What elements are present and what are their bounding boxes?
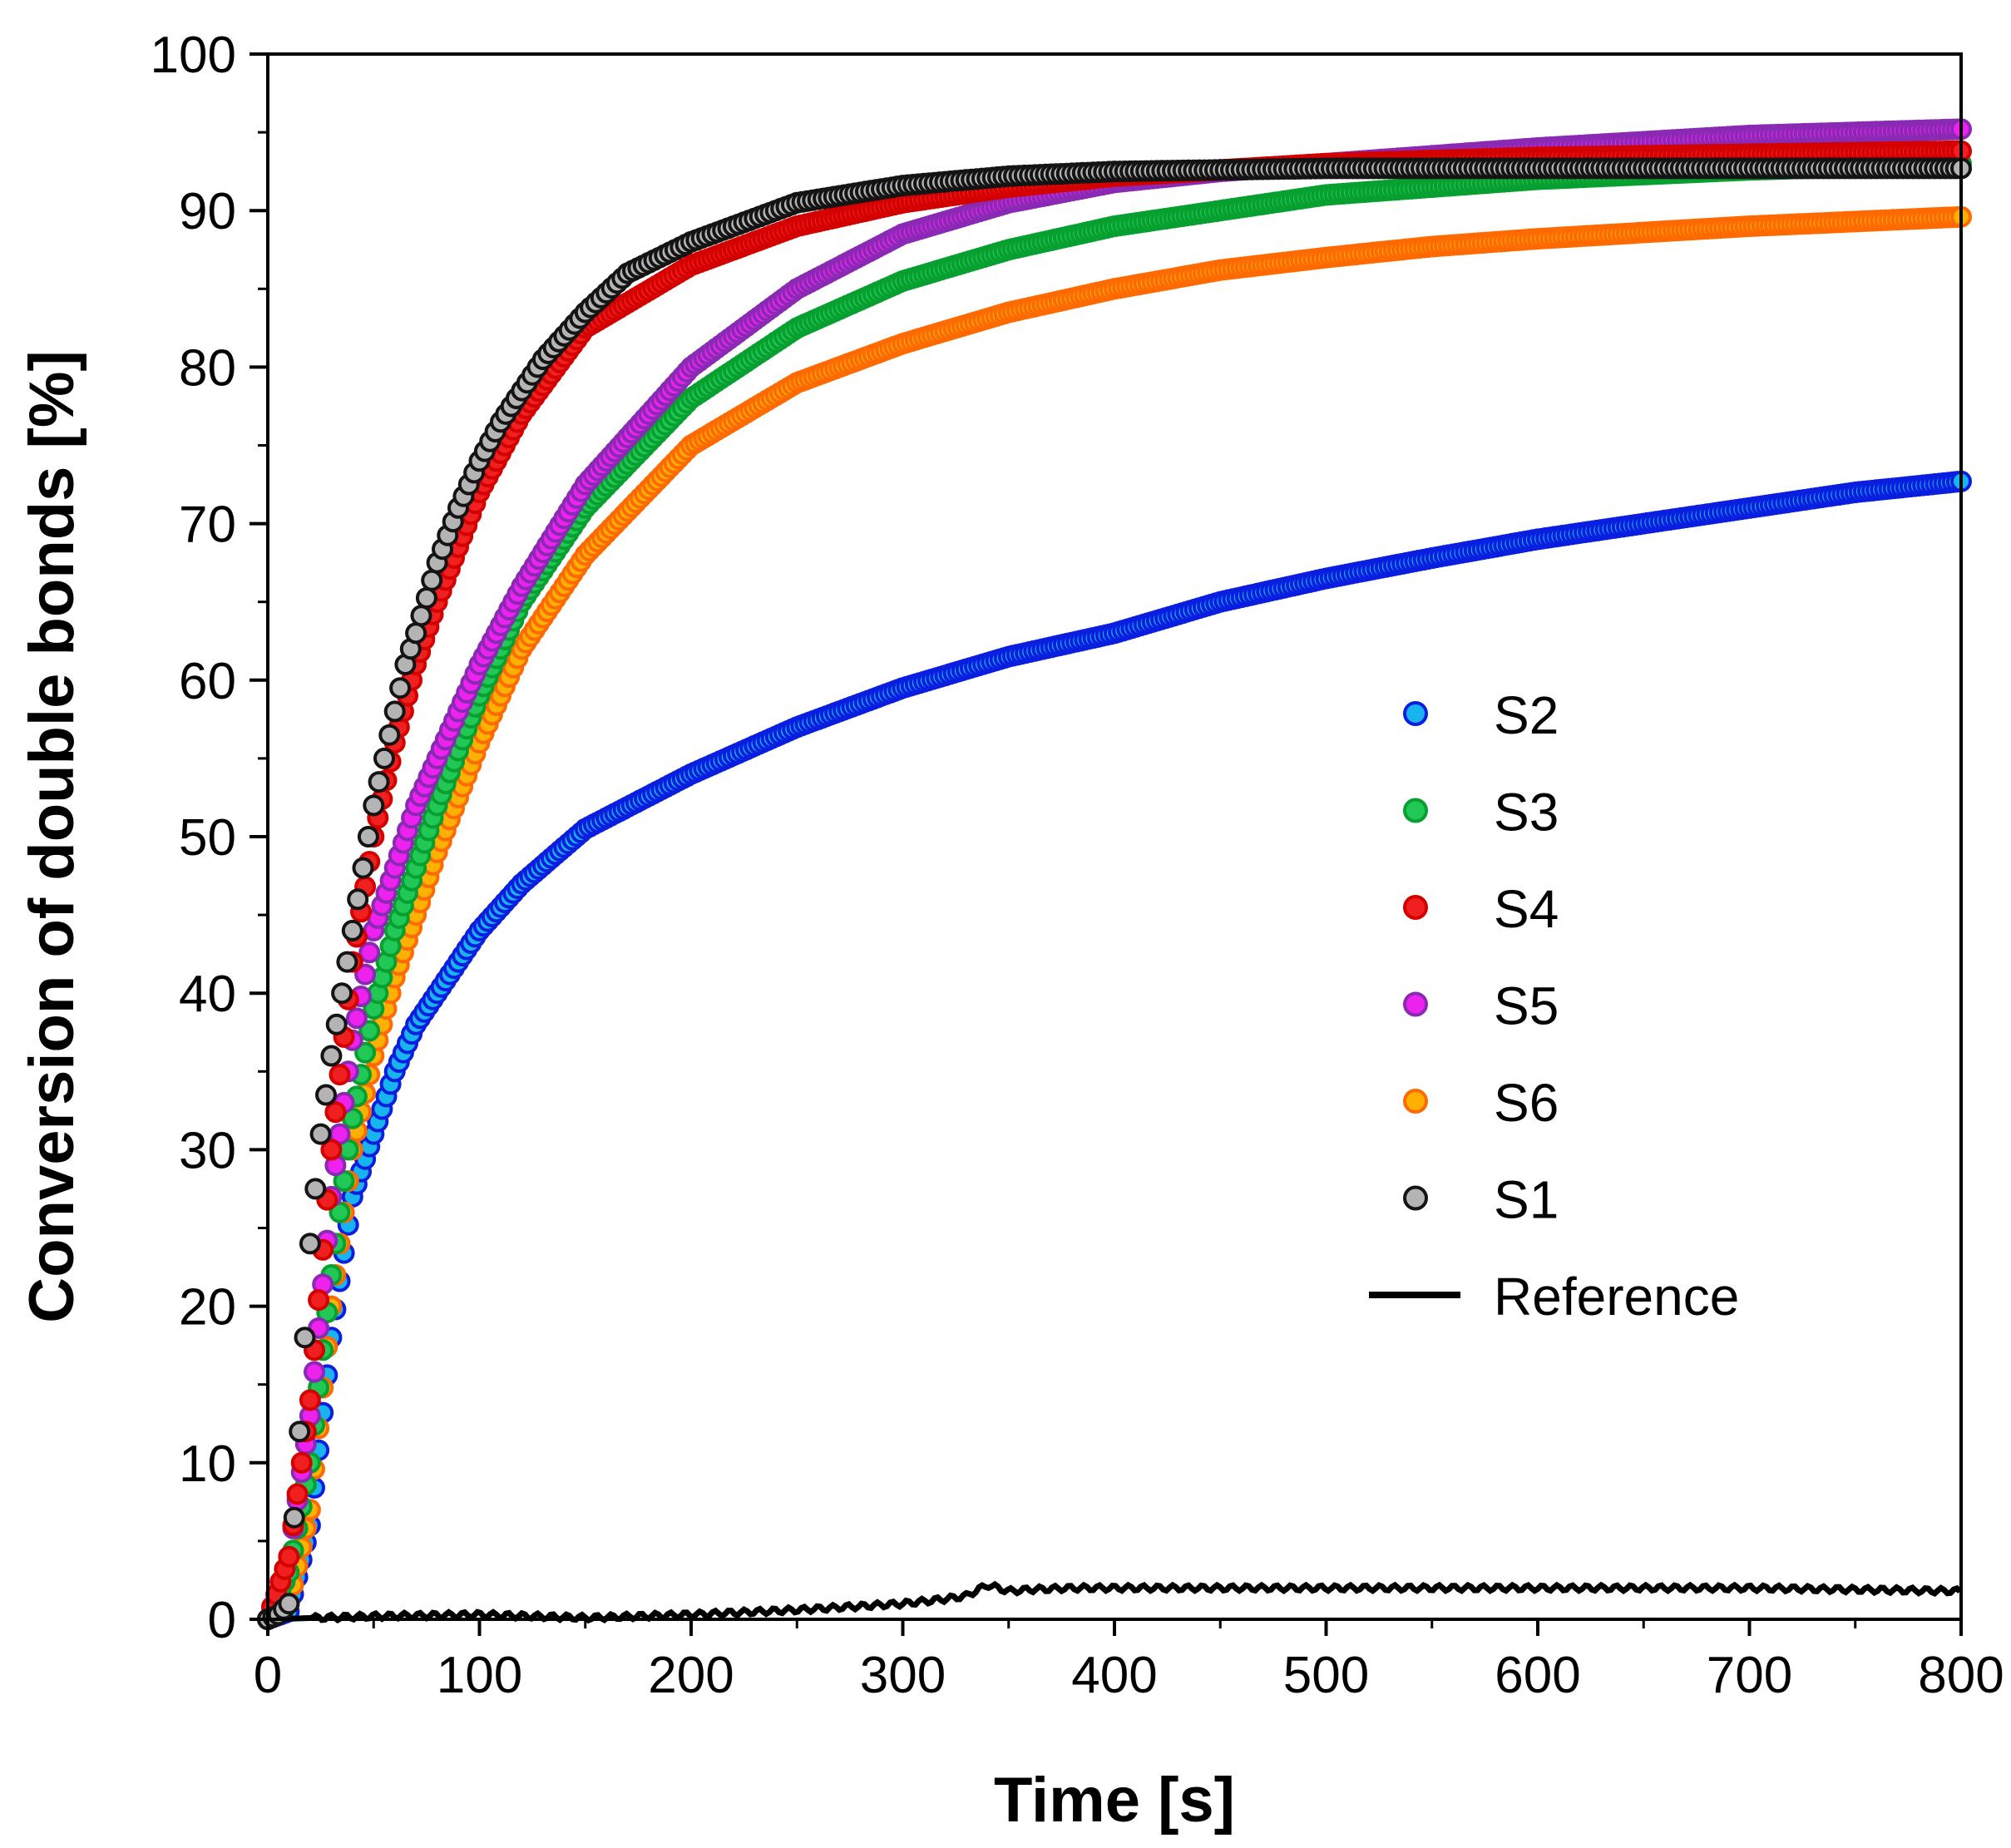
y-tick-label: 10 bbox=[179, 1435, 236, 1493]
legend-label-s3: S3 bbox=[1494, 783, 1559, 842]
data-point-s1 bbox=[373, 747, 395, 769]
data-point-s4 bbox=[308, 1289, 330, 1312]
legend-label-s5: S5 bbox=[1494, 976, 1559, 1036]
legend-swatch-s1 bbox=[1403, 1185, 1428, 1211]
legend-swatch-s6 bbox=[1403, 1089, 1428, 1114]
legend-label-s4: S4 bbox=[1494, 879, 1559, 939]
data-point-s5 bbox=[358, 941, 381, 964]
data-point-s4 bbox=[299, 1389, 321, 1411]
x-tick-label: 600 bbox=[1495, 1647, 1580, 1704]
data-point-s1 bbox=[368, 771, 390, 793]
legend-swatch-s5 bbox=[1403, 991, 1428, 1017]
series-layer bbox=[257, 118, 1972, 1630]
data-point-s3 bbox=[354, 1041, 377, 1064]
data-point-s4 bbox=[320, 1139, 343, 1161]
legend-swatch-s2 bbox=[1403, 701, 1428, 726]
series-line-reference bbox=[267, 1580, 1963, 1624]
data-point-s1 bbox=[299, 1233, 321, 1255]
x-tick-label: 800 bbox=[1918, 1647, 2004, 1704]
data-point-s1 bbox=[410, 605, 432, 627]
y-tick-label: 60 bbox=[179, 653, 236, 710]
data-point-s1 bbox=[421, 569, 443, 591]
data-point-s1 bbox=[405, 622, 427, 645]
data-point-s1 bbox=[352, 857, 374, 879]
data-point-s4 bbox=[329, 1064, 351, 1086]
x-tick-label: 300 bbox=[860, 1647, 946, 1704]
x-axis-title: Time [s] bbox=[994, 1765, 1235, 1836]
legend-label-reference: Reference bbox=[1494, 1267, 1739, 1327]
data-point-s1 bbox=[309, 1123, 332, 1145]
series-s2 bbox=[257, 470, 1972, 1630]
x-tick-label: 700 bbox=[1707, 1647, 1792, 1704]
data-point-s5 bbox=[345, 1007, 368, 1030]
data-point-s4 bbox=[290, 1451, 313, 1474]
data-point-s1 bbox=[315, 1084, 337, 1106]
legend-item-s2: S2 bbox=[1403, 685, 1559, 745]
y-tick-label: 100 bbox=[151, 27, 236, 84]
legend-item-s5: S5 bbox=[1403, 976, 1559, 1036]
y-tick-label: 40 bbox=[179, 966, 236, 1023]
y-tick-label: 0 bbox=[208, 1592, 236, 1649]
x-tick-label: 400 bbox=[1071, 1647, 1157, 1704]
data-point-s5 bbox=[354, 963, 377, 986]
data-point-s1 bbox=[283, 1506, 305, 1529]
data-point-s5 bbox=[304, 1361, 325, 1383]
legend-swatch-s4 bbox=[1403, 895, 1428, 920]
legend-item-s3: S3 bbox=[1403, 783, 1559, 842]
legend-item-reference: Reference bbox=[1369, 1267, 1739, 1327]
legend-item-s4: S4 bbox=[1403, 879, 1559, 939]
y-tick-label: 50 bbox=[179, 809, 236, 867]
legend-item-s1: S1 bbox=[1403, 1170, 1559, 1230]
legend-item-s6: S6 bbox=[1403, 1073, 1559, 1133]
legend-label-s1: S1 bbox=[1494, 1170, 1559, 1230]
data-point-s1 bbox=[331, 982, 353, 1005]
y-tick-label: 80 bbox=[179, 339, 236, 397]
data-point-s1 bbox=[278, 1593, 300, 1615]
y-tick-label: 30 bbox=[179, 1122, 236, 1179]
data-point-s1 bbox=[320, 1045, 343, 1067]
x-tick-label: 200 bbox=[648, 1647, 734, 1704]
data-point-s4 bbox=[278, 1545, 300, 1568]
legend-swatch-s3 bbox=[1403, 798, 1428, 823]
data-point-s1 bbox=[304, 1178, 327, 1200]
data-point-s1 bbox=[383, 700, 406, 723]
y-tick-label: 70 bbox=[179, 497, 236, 554]
data-point-s1 bbox=[363, 794, 385, 817]
data-point-s1 bbox=[336, 951, 358, 973]
y-tick-label: 20 bbox=[179, 1279, 236, 1337]
y-tick-label: 90 bbox=[179, 183, 236, 240]
data-point-s4 bbox=[324, 1101, 347, 1124]
data-point-s4 bbox=[286, 1483, 309, 1505]
data-point-s1 bbox=[341, 919, 363, 941]
x-tick-label: 500 bbox=[1283, 1647, 1369, 1704]
legend-label-s6: S6 bbox=[1494, 1073, 1559, 1133]
data-point-s1 bbox=[378, 724, 401, 746]
legend-label-s2: S2 bbox=[1494, 685, 1559, 745]
series-s1 bbox=[257, 157, 1972, 1630]
data-point-s1 bbox=[389, 677, 412, 699]
data-point-s1 bbox=[347, 888, 369, 911]
data-point-s1 bbox=[294, 1327, 316, 1349]
series-reference bbox=[267, 1580, 1963, 1624]
data-point-s3 bbox=[358, 1020, 381, 1042]
data-point-s1 bbox=[289, 1421, 311, 1443]
y-axis-title: Conversion of double bonds [%] bbox=[17, 350, 87, 1323]
x-tick-label: 0 bbox=[254, 1647, 282, 1704]
axis-layer: 0 100 200 300 400 500 600 700 800 0 10 20 30 40 50 60 70… bbox=[151, 27, 2004, 1704]
data-point-s1 bbox=[325, 1013, 348, 1035]
data-point-s1 bbox=[357, 826, 379, 847]
data-point-s1 bbox=[415, 587, 437, 609]
legend: S2 S3 S4 S5 S6 S1 Reference bbox=[1369, 685, 1739, 1327]
x-tick-label: 100 bbox=[437, 1647, 522, 1704]
